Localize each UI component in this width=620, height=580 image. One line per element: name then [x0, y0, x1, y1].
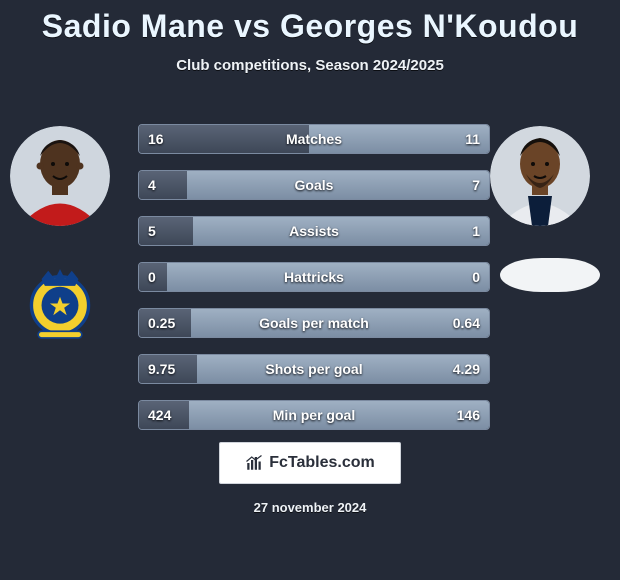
- metric-label: Matches: [138, 124, 490, 154]
- page-title: Sadio Mane vs Georges N'Koudou: [0, 0, 620, 45]
- comparison-row: 9.754.29Shots per goal: [138, 350, 490, 396]
- metric-label: Min per goal: [138, 400, 490, 430]
- player-left-club-crest: [10, 256, 110, 346]
- player-left-avatar: [10, 126, 110, 226]
- comparison-row: 51Assists: [138, 212, 490, 258]
- player-right-club-crest: [500, 256, 600, 294]
- comparison-table: 1611Matches47Goals51Assists00Hattricks0.…: [138, 120, 490, 442]
- player-left-avatar-svg: [10, 126, 110, 226]
- player-right-avatar-svg: [490, 126, 590, 226]
- bars-icon: [245, 454, 263, 472]
- metric-label: Goals per match: [138, 308, 490, 338]
- date-label: 27 november 2024: [0, 500, 620, 515]
- subtitle: Club competitions, Season 2024/2025: [0, 57, 620, 74]
- metric-label: Goals: [138, 170, 490, 200]
- player-right-avatar: [490, 126, 590, 226]
- club-right-blob: [500, 258, 600, 292]
- comparison-row: 47Goals: [138, 166, 490, 212]
- metric-label: Assists: [138, 216, 490, 246]
- comparison-row: 1611Matches: [138, 120, 490, 166]
- site-name: FcTables.com: [269, 454, 375, 472]
- metric-label: Shots per goal: [138, 354, 490, 384]
- comparison-row: 424146Min per goal: [138, 396, 490, 442]
- metric-label: Hattricks: [138, 262, 490, 292]
- comparison-row: 00Hattricks: [138, 258, 490, 304]
- club-left-svg: [18, 259, 102, 343]
- site-logo: FcTables.com: [219, 442, 401, 484]
- comparison-row: 0.250.64Goals per match: [138, 304, 490, 350]
